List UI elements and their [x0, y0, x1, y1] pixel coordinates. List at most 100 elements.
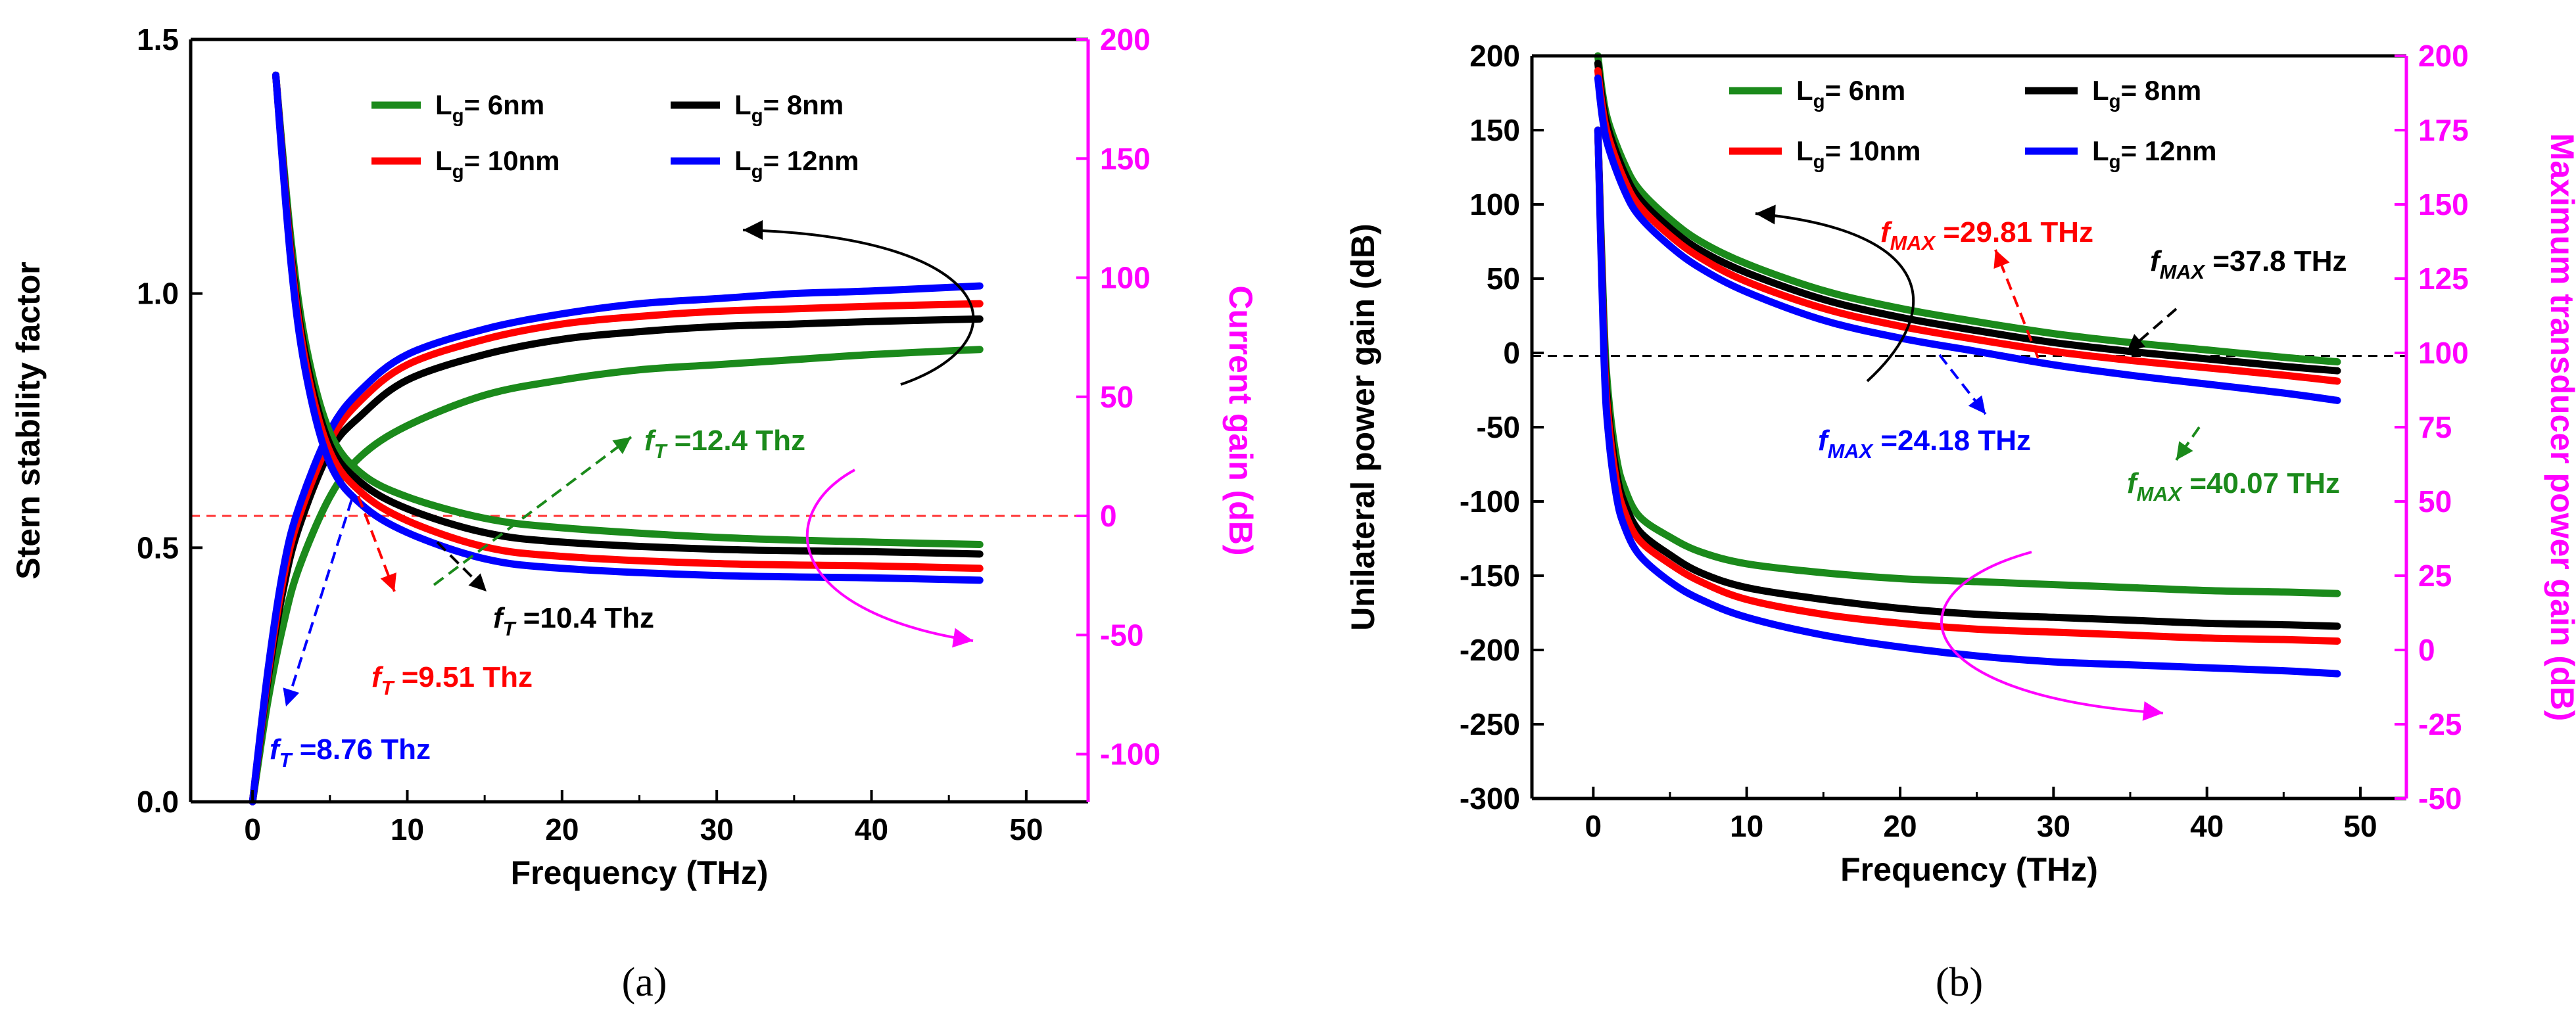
y-left-tick-label: -200: [1460, 633, 1520, 667]
series-line-3: [1594, 74, 2341, 404]
y-left-tick-label: 200: [1469, 39, 1520, 73]
legend-label-1-rest: = 8nm: [2121, 75, 2202, 106]
y-right-tick-label: 0: [1100, 499, 1117, 533]
annotation-arrowhead-3: [283, 687, 300, 706]
annotation-label-0-rest: =29.81 THz: [1935, 216, 2093, 248]
y-right-tick-label: 125: [2418, 262, 2469, 296]
annotation-label-0: fT =12.4 Thz: [644, 425, 805, 463]
y-left-tick-label: -100: [1460, 484, 1520, 519]
y-left-axis-label: Unilateral power gain (dB): [1345, 223, 1381, 631]
y-right-tick-label: 150: [1100, 141, 1151, 175]
y-right-tick-label: 50: [1100, 380, 1133, 414]
y-left-tick-label: -50: [1477, 410, 1520, 444]
legend-label-2-base: L: [1796, 135, 1813, 166]
annotation-label-3-sub: MAX: [2137, 482, 2183, 505]
y-right-tick-label: 200: [1100, 22, 1151, 57]
series-line-0: [1594, 52, 2341, 366]
annotation-label-2-sub: T: [381, 676, 395, 699]
y-left-tick-label: 0.0: [137, 785, 179, 819]
legend-label-0-base: L: [435, 89, 452, 120]
legend-label-2-sub: g: [452, 161, 464, 183]
legend-label-2-sub: g: [1813, 151, 1825, 173]
series-line-3: [249, 282, 984, 806]
annotation-arrow-3: [2175, 426, 2201, 461]
annotation-arrowhead-3: [2176, 441, 2193, 460]
legend-label-0: Lg= 6nm: [1796, 75, 1905, 112]
y-right-axis-label: Maximum transducer power gain (dB): [2544, 133, 2576, 722]
annotation-arrowhead-2: [1968, 395, 1986, 414]
x-tick-label: 0: [244, 812, 261, 846]
y-left-tick-label: -300: [1460, 781, 1520, 816]
left-axis-indicator-arrow-a: [742, 229, 975, 386]
y-left-tick-label: 1.5: [137, 22, 179, 57]
x-tick-label: 30: [2037, 809, 2070, 843]
x-tick-label: 0: [1585, 809, 1602, 843]
annotation-label-2-base: f: [371, 661, 384, 693]
y-right-tick-label: 100: [2418, 336, 2469, 370]
legend-label-0-sub: g: [452, 105, 464, 127]
y-left-tick-label: 150: [1469, 113, 1520, 147]
y-left-tick-label: 0: [1503, 336, 1520, 370]
y-right-tick-label: 25: [2418, 559, 2452, 593]
annotation-arrow-0: [433, 436, 632, 586]
panel-caption: (b): [1936, 960, 1983, 1005]
legend-label-0-base: L: [1796, 75, 1813, 106]
x-tick-label: 10: [391, 812, 424, 846]
right-axis-indicator-arrow-a-head: [952, 628, 973, 648]
annotation-label-2-sub: MAX: [1828, 440, 1874, 463]
annotation-label-1-sub: T: [503, 617, 517, 640]
legend-label-1-base: L: [734, 89, 751, 120]
annotation-label-0-sub: MAX: [1890, 231, 1937, 254]
y-left-tick-label: -150: [1460, 559, 1520, 593]
legend-label-1: Lg= 8nm: [2092, 75, 2201, 112]
x-tick-label: 20: [545, 812, 579, 846]
x-tick-label: 40: [2190, 809, 2224, 843]
legend-label-2: Lg= 10nm: [1796, 135, 1921, 173]
annotation-label-2-rest: =9.51 Thz: [393, 661, 533, 693]
annotation-label-1-sub: MAX: [2160, 260, 2206, 283]
legend-label-0-sub: g: [1813, 91, 1825, 112]
legend-label-0-rest: = 6nm: [1825, 75, 1906, 106]
right-axis-indicator-arrow-b-head: [2142, 701, 2163, 721]
legend-label-3-sub: g: [2109, 151, 2121, 173]
legend-label-1-sub: g: [2109, 91, 2121, 112]
legend-label-0: Lg= 6nm: [435, 89, 544, 127]
annotation-label-3-base: f: [270, 733, 282, 766]
legend-label-1: Lg= 8nm: [734, 89, 844, 127]
left-axis-indicator-arrow-a-head: [743, 220, 763, 240]
y-right-tick-label: 75: [2418, 410, 2452, 444]
y-right-tick-label: -25: [2418, 707, 2462, 741]
legend-label-3-rest: = 12nm: [763, 145, 859, 176]
annotation-label-3: fMAX =40.07 THz: [2127, 467, 2340, 505]
panel-caption: (a): [622, 960, 667, 1005]
y-right-tick-label: -100: [1100, 737, 1160, 772]
annotation-label-2: fT =9.51 Thz: [371, 661, 533, 699]
annotation-arrowhead-0: [1993, 250, 2010, 269]
annotation-arrow-0: [1994, 249, 2039, 359]
legend-label-1-sub: g: [751, 105, 763, 127]
annotation-label-3: fT =8.76 Thz: [270, 733, 431, 772]
legend-label-3-base: L: [2092, 135, 2109, 166]
left-axis-indicator-arrow-b: [1755, 212, 1915, 382]
y-right-tick-label: 175: [2418, 113, 2469, 147]
series-line-7: [272, 71, 984, 584]
y-right-tick-label: 150: [2418, 187, 2469, 221]
annotation-label-0: fMAX =29.81 THz: [1880, 216, 2093, 254]
annotation-label-0-base: f: [1880, 216, 1893, 248]
y-left-tick-label: 1.0: [137, 277, 179, 311]
y-left-tick-label: -250: [1460, 707, 1520, 741]
y-right-tick-label: 50: [2418, 484, 2452, 519]
annotation-label-3-base: f: [2127, 467, 2139, 499]
legend-label-3-rest: = 12nm: [2121, 135, 2217, 166]
x-tick-label: 20: [1883, 809, 1917, 843]
series-line-0: [249, 346, 984, 806]
annotation-label-1-base: f: [2150, 245, 2162, 277]
x-axis-label: Frequency (THz): [511, 854, 769, 891]
right-axis-indicator-arrow-a: [805, 469, 974, 642]
annotation-label-1-rest: =37.8 THz: [2205, 245, 2347, 277]
legend-label-1-base: L: [2092, 75, 2109, 106]
annotation-label-0-rest: =12.4 Thz: [666, 425, 805, 457]
y-right-axis-label: Current gain (dB): [1222, 285, 1259, 555]
x-tick-label: 50: [1009, 812, 1043, 846]
